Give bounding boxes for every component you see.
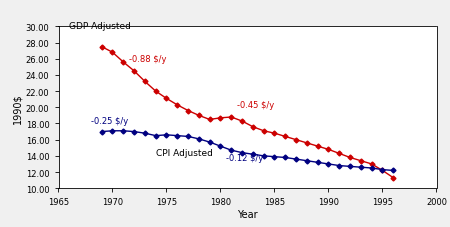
- Text: -0.88 $/y: -0.88 $/y: [129, 54, 166, 64]
- X-axis label: Year: Year: [237, 209, 258, 219]
- Text: GDP Adjusted: GDP Adjusted: [69, 22, 131, 31]
- Text: CPI Adjusted: CPI Adjusted: [156, 148, 212, 157]
- Text: -0.12 $/y: -0.12 $/y: [226, 154, 263, 163]
- Text: -0.45 $/y: -0.45 $/y: [237, 101, 274, 109]
- Y-axis label: 1990$: 1990$: [13, 93, 23, 123]
- Text: -0.25 $/y: -0.25 $/y: [91, 117, 128, 126]
